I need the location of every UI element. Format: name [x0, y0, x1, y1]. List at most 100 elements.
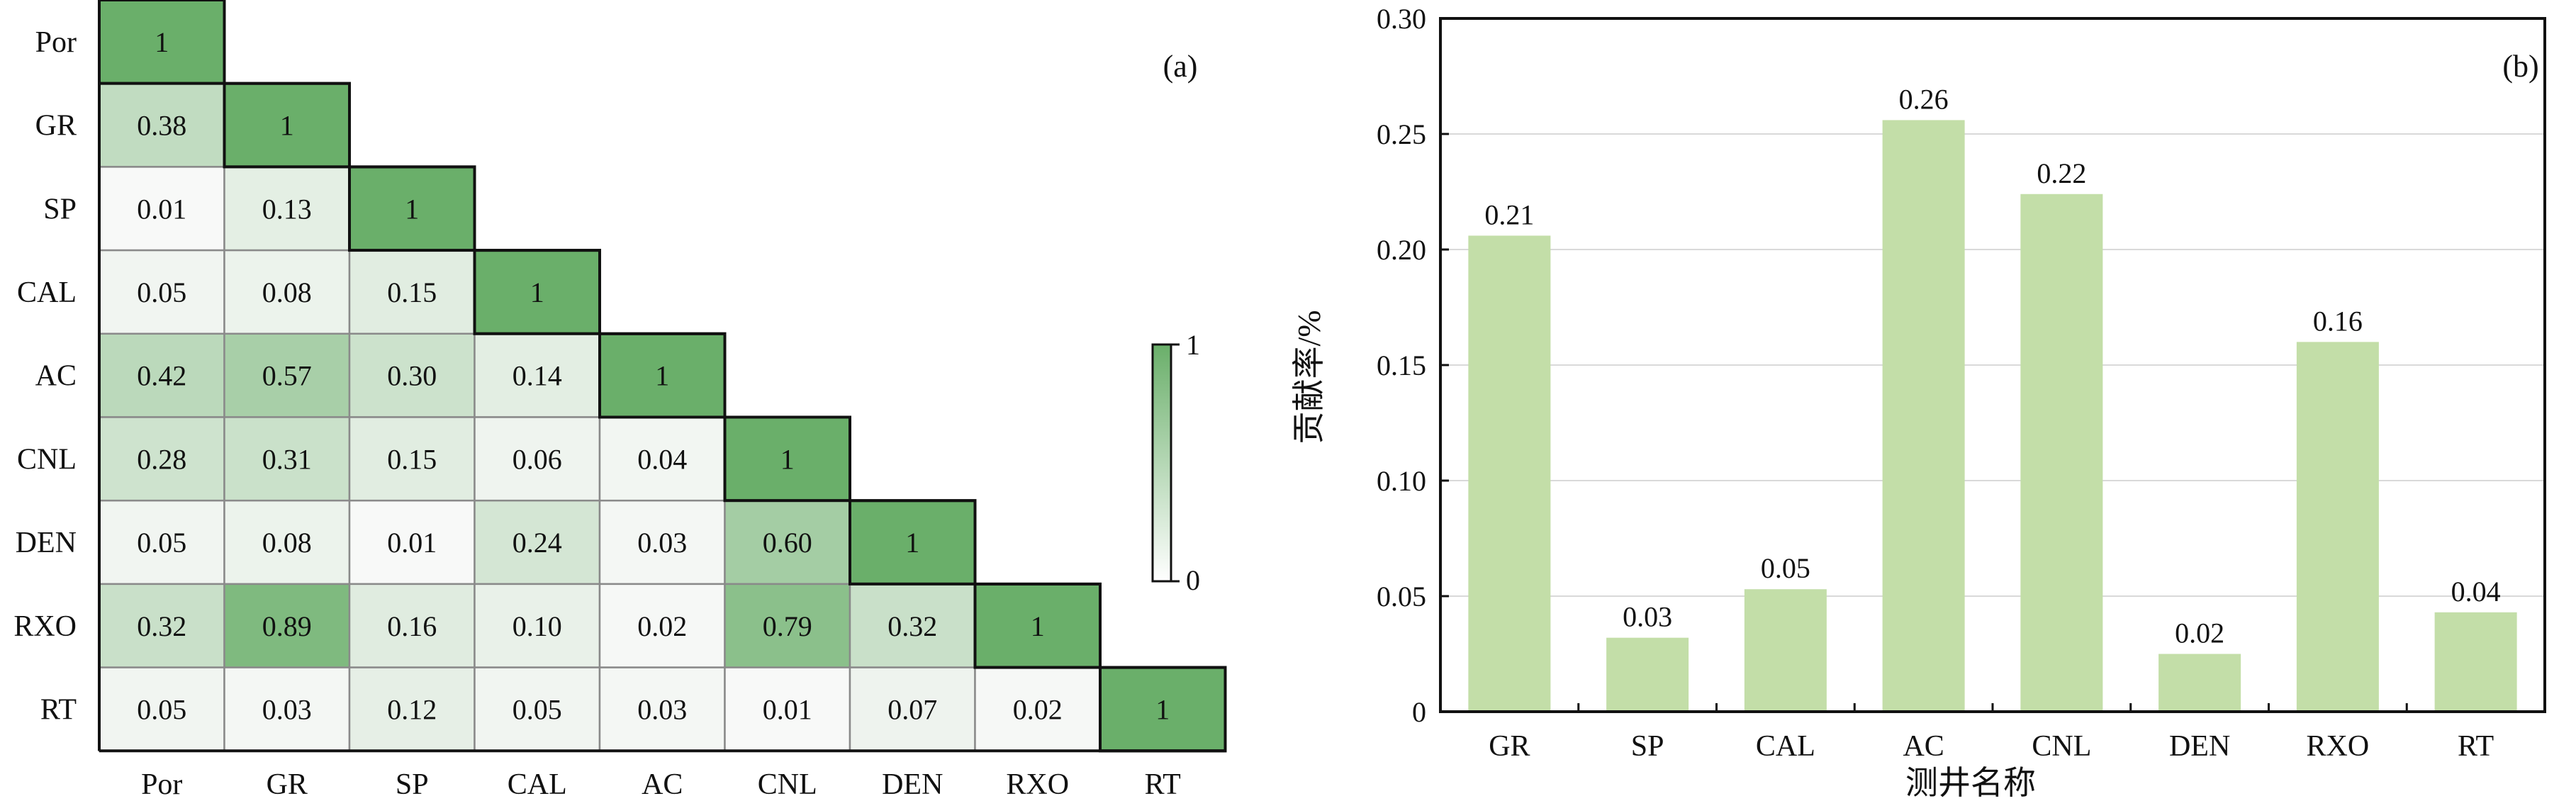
heatmap-cell-value: 1: [405, 193, 419, 225]
bar-y-tick-label: 0.10: [1377, 465, 1426, 497]
heatmap-cell-value: 0.60: [763, 527, 812, 559]
heatmap-cell: [598, 416, 726, 502]
heatmap-cell: [724, 499, 851, 586]
heatmap-cell-value: 0.03: [262, 693, 312, 725]
heatmap-cell: [223, 583, 351, 668]
bar-value-label: 0.03: [1623, 601, 1672, 633]
bar: [1882, 120, 1965, 712]
heatmap-cell-value: 0.05: [137, 527, 186, 559]
heatmap-cell-value: 0.89: [262, 610, 312, 642]
heatmap-cell-value: 0.79: [763, 610, 812, 642]
heatmap-cell-value: 0.42: [137, 360, 186, 392]
heatmap-cell-value: 0.15: [387, 276, 437, 308]
heatmap-cell-value: 1: [1031, 610, 1045, 642]
heatmap-row-label: CAL: [17, 276, 77, 309]
heatmap-cell-value: 0.01: [763, 693, 812, 725]
heatmap-col-label: Por: [141, 768, 182, 801]
heatmap-cell: [474, 583, 601, 668]
bar-x-axis-title: 测井名称: [1905, 765, 2036, 801]
heatmap-col-label: CAL: [508, 768, 567, 801]
heatmap-cell-value: 0.32: [137, 610, 186, 642]
heatmap-colorbar: 1 0: [1151, 329, 1200, 596]
heatmap-cell-value: 0.14: [513, 360, 562, 392]
bar-x-tick-label: DEN: [2169, 730, 2230, 763]
heatmap-col-label: SP: [396, 768, 429, 801]
heatmap-cell-value: 0.03: [637, 527, 687, 559]
bar-y-tick-label: 0.05: [1377, 581, 1426, 612]
heatmap-cell-value: 0.03: [637, 693, 687, 725]
heatmap-cell: [223, 332, 351, 418]
heatmap-cell-value: 0.10: [513, 610, 562, 642]
heatmap-cell: [849, 499, 977, 586]
heatmap-cell-value: 0.08: [262, 276, 312, 308]
heatmap-col-label: GR: [267, 768, 308, 801]
heatmap-cell-value: 0.01: [137, 193, 186, 225]
bar: [1468, 235, 1551, 712]
heatmap-diagonal-border: [849, 499, 977, 586]
heatmap-cell: [474, 666, 601, 752]
heatmap-cell: [724, 666, 851, 752]
bar-value-label: 0.04: [2451, 576, 2501, 607]
heatmap-cell-value: 0.08: [262, 527, 312, 559]
heatmap-row-label: GR: [35, 110, 77, 142]
heatmap-cell: [598, 499, 726, 586]
bar-x-tick-label: RXO: [2307, 730, 2370, 763]
heatmap-cell-value: 0.02: [637, 610, 687, 642]
heatmap-cell-value: 0.05: [137, 693, 186, 725]
bar-value-label: 0.26: [1899, 83, 1949, 115]
bar-y-axis-title: 贡献率/%: [1291, 310, 1327, 444]
heatmap-panel-label: (a): [1163, 49, 1198, 84]
heatmap-diagonal-border: [348, 165, 476, 252]
heatmap-cell-value: 1: [655, 360, 669, 392]
heatmap-cell-value: 0.13: [262, 193, 312, 225]
bar-y-tick-label: 0: [1412, 696, 1426, 728]
heatmap-cell-value: 0.57: [262, 360, 312, 392]
heatmap-col-label: AC: [642, 768, 683, 801]
heatmap-cell-value: 0.31: [262, 443, 312, 475]
heatmap-cell: [474, 499, 601, 586]
colorbar-min-label: 0: [1186, 564, 1200, 596]
heatmap-cell-value: 0.04: [637, 443, 687, 475]
heatmap-row-label: Por: [35, 26, 77, 59]
bar-value-label: 0.02: [2175, 617, 2224, 649]
heatmap-cell: [223, 666, 351, 752]
heatmap-col-label: RXO: [1006, 768, 1069, 801]
heatmap-cell-value: 0.02: [1013, 693, 1063, 725]
colorbar-gradient: [1151, 343, 1172, 583]
heatmap-cell: [1099, 666, 1227, 753]
bar-value-label: 0.22: [2037, 157, 2086, 189]
heatmap-cell-value: 1: [155, 26, 169, 58]
heatmap-cell-value: 0.01: [387, 527, 437, 559]
bar-value-label: 0.16: [2313, 305, 2363, 337]
heatmap-cell-value: 0.32: [887, 610, 937, 642]
bar: [1744, 589, 1827, 712]
heatmap-cell: [223, 499, 351, 586]
heatmap-cell-value: 0.24: [513, 527, 562, 559]
heatmap-cell-value: 1: [780, 443, 795, 475]
bar-x-tick-label: CAL: [1756, 730, 1815, 763]
bar: [2158, 654, 2241, 712]
bar-plot-frame: [1439, 17, 2546, 713]
bar-x-tick-label: RT: [2458, 730, 2494, 763]
bar-x-tick-label: GR: [1489, 730, 1530, 763]
heatmap-row-label: SP: [43, 193, 77, 225]
bar-x-tick-label: AC: [1903, 730, 1944, 763]
heatmap-cell: [474, 416, 601, 502]
heatmap-cell: [98, 332, 225, 418]
heatmap-diagonal-border: [723, 415, 851, 503]
heatmap-cell-value: 1: [280, 110, 294, 142]
bar-x-tick-label: SP: [1631, 730, 1664, 763]
heatmap-cell: [598, 583, 726, 668]
correlation-heatmap: 1 0.38 1 0.01 0.13 1 0.05 0.08 0.15 1 0.42 0.57 0.30…: [13, 0, 1227, 801]
heatmap-row-label: RXO: [13, 610, 77, 643]
bar-y-tick-label: 0.30: [1377, 3, 1426, 35]
heatmap-diagonal-border: [473, 249, 601, 335]
heatmap-row-label: AC: [35, 360, 77, 393]
heatmap-cell-value: 0.05: [513, 693, 562, 725]
heatmap-cell-value: 0.05: [137, 276, 186, 308]
bar-y-tick-label: 0.25: [1377, 118, 1426, 150]
heatmap-cell-value: 0.28: [137, 443, 186, 475]
heatmap-cell: [98, 583, 225, 668]
heatmap-cell-value: 0.06: [513, 443, 562, 475]
heatmap-cell-value: 0.38: [137, 110, 186, 142]
